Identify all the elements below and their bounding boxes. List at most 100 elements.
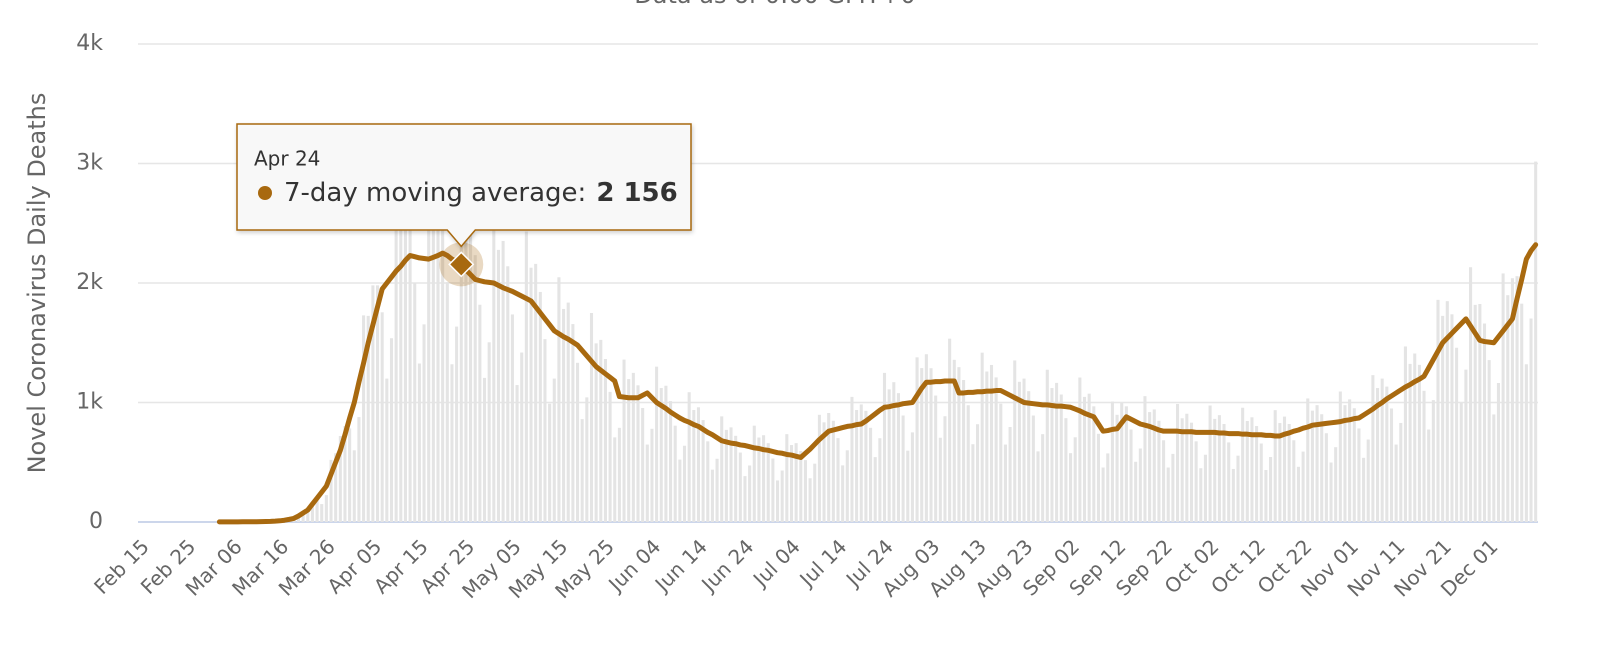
x-tick-label: Jul 14 (793, 534, 851, 592)
bar (1064, 418, 1068, 522)
bar (1408, 363, 1412, 522)
bar (394, 195, 398, 522)
bar (599, 339, 603, 522)
bar (445, 282, 449, 522)
bar (785, 434, 789, 522)
bar (310, 502, 314, 522)
bar (431, 217, 435, 523)
bar (748, 465, 752, 522)
bar (501, 240, 505, 522)
bar (943, 416, 947, 522)
y-axis-title: Novel Coronavirus Daily Deaths (23, 93, 51, 474)
bar (1073, 437, 1077, 522)
bar (1366, 439, 1370, 522)
bar (1362, 457, 1366, 522)
bar (1524, 364, 1528, 522)
bar (710, 469, 714, 522)
bar (962, 380, 966, 522)
bar (1329, 462, 1333, 522)
bar (1106, 453, 1110, 522)
bar (1055, 382, 1059, 522)
bar (1269, 456, 1273, 522)
bar (1422, 390, 1426, 522)
bar (1208, 405, 1212, 522)
bar (1176, 403, 1180, 522)
bar (841, 465, 845, 522)
bar (1357, 428, 1361, 522)
bar (1427, 429, 1431, 522)
bar (882, 372, 887, 522)
bar (538, 291, 542, 522)
bar (1017, 381, 1021, 522)
bar (915, 357, 919, 522)
bar (1371, 375, 1375, 522)
bar (655, 366, 659, 522)
bar (1459, 402, 1463, 522)
bar (1231, 468, 1235, 522)
bar (1134, 461, 1138, 522)
bar (924, 354, 928, 522)
bar (1264, 470, 1268, 522)
chart-subtitle: Data as of 0:00 GMT+0 (634, 0, 915, 9)
bar (534, 263, 538, 522)
bar (1348, 399, 1352, 522)
bar (762, 435, 766, 522)
bar (1529, 318, 1533, 522)
bar (1203, 454, 1207, 522)
bar (1450, 314, 1454, 522)
bar (901, 415, 905, 522)
bar (1041, 434, 1045, 522)
bar (399, 227, 403, 522)
bar (385, 378, 389, 522)
bar (1129, 429, 1133, 522)
bar (1222, 424, 1226, 522)
y-tick-label: 3k (76, 151, 103, 176)
bar (1189, 422, 1194, 522)
bar (1115, 414, 1119, 522)
bar (436, 202, 440, 522)
bar (320, 504, 324, 522)
bar (673, 425, 677, 522)
bar (329, 459, 333, 522)
bar (738, 452, 742, 522)
bar (1394, 444, 1398, 522)
bar (1296, 466, 1300, 522)
bar (938, 437, 942, 522)
bar (1241, 407, 1245, 522)
bar (371, 285, 375, 522)
bar (366, 315, 370, 522)
bar (976, 424, 980, 522)
bar (1352, 408, 1356, 522)
y-tick-label: 1k (76, 390, 103, 415)
bar (659, 388, 663, 522)
bar (696, 407, 700, 522)
bar (1022, 378, 1026, 522)
bar (855, 410, 859, 522)
y-tick-label: 0 (89, 509, 103, 534)
bar (496, 249, 500, 522)
bar (562, 308, 566, 522)
tooltip-text: 7-day moving average: 2 156 (284, 178, 678, 208)
bar (985, 371, 989, 522)
bar (971, 444, 975, 522)
bar (1157, 420, 1161, 522)
bar (641, 407, 645, 522)
bar (362, 315, 366, 522)
bar (1385, 386, 1389, 522)
bar (422, 324, 426, 522)
bar (780, 470, 784, 522)
tooltip-date: Apr 24 (254, 147, 320, 171)
bar (687, 392, 691, 522)
bar (1320, 414, 1324, 522)
bar (417, 363, 421, 522)
bar (1301, 451, 1305, 522)
bar (571, 324, 575, 522)
bar (566, 302, 570, 522)
bar (752, 425, 756, 522)
bar (822, 422, 826, 522)
bar (506, 266, 510, 522)
bar (1050, 388, 1054, 522)
bar (1045, 369, 1049, 522)
bar (459, 187, 463, 522)
